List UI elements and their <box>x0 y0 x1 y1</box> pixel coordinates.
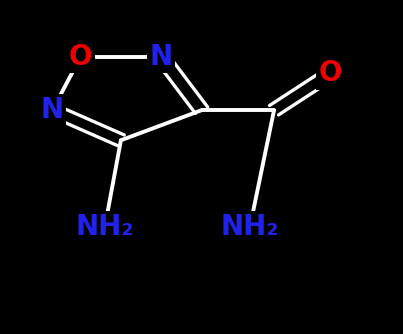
Text: N: N <box>41 96 64 124</box>
Text: O: O <box>69 43 92 71</box>
Text: N: N <box>150 43 173 71</box>
Text: O: O <box>319 59 342 88</box>
Text: NH₂: NH₂ <box>76 213 134 241</box>
Text: NH₂: NH₂ <box>221 213 279 241</box>
